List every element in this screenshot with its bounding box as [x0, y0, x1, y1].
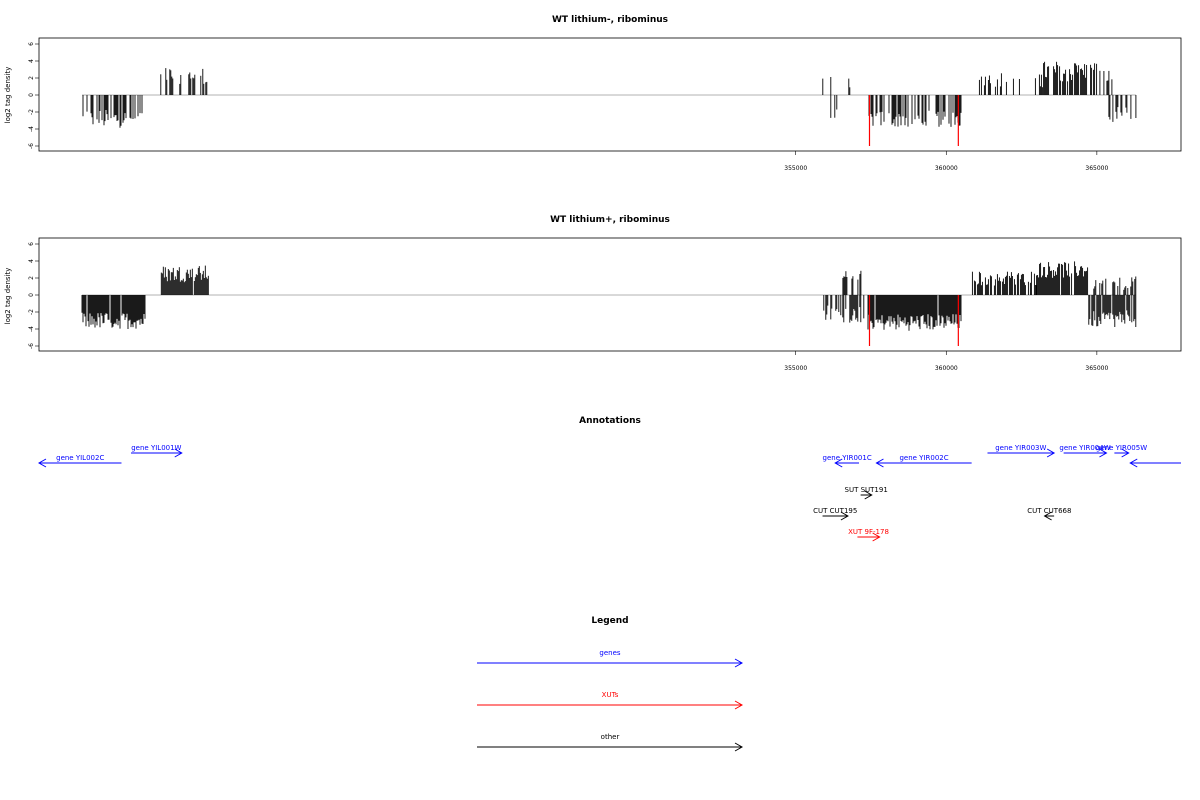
- x-axis: 355000 360000 365000: [784, 151, 1108, 172]
- feature-other: CUT CUT668: [1027, 507, 1071, 521]
- legend-item: genes: [477, 649, 744, 668]
- strand-arrowhead: [37, 458, 47, 468]
- strand-arrowhead: [834, 458, 843, 468]
- y-tick-label: 0: [28, 293, 35, 297]
- y-tick-label: 2: [28, 76, 35, 80]
- y-tick-label: 6: [28, 42, 35, 46]
- x-tick-label: 360000: [935, 365, 958, 372]
- legend-arrowhead: [734, 700, 744, 710]
- feature-label: gene YIR001C: [823, 454, 872, 462]
- plot-frame: [38, 237, 1182, 352]
- y-axis: 6 4 2 0 -2 -4 -6: [28, 242, 39, 349]
- strand-arrowhead: [875, 458, 884, 468]
- y-tick-label: -6: [28, 343, 35, 349]
- y-tick-label: 4: [28, 259, 35, 263]
- strand-arrowhead: [872, 532, 881, 542]
- y-tick-label: -6: [28, 143, 35, 149]
- strand-arrowhead: [840, 511, 849, 521]
- feature-gene: gene YIR004W: [1059, 444, 1111, 458]
- feature-other: CUT CUT195: [813, 507, 857, 521]
- y-tick-label: 6: [28, 242, 35, 246]
- feature-label: gene YIR003W: [995, 444, 1046, 452]
- y-tick-label: 0: [28, 93, 35, 97]
- feature-label: gene YIL002C: [56, 454, 104, 462]
- x-tick-label: 365000: [1085, 365, 1108, 372]
- strand-arrowhead: [1129, 458, 1138, 468]
- legend-item: XUTs: [477, 691, 744, 710]
- y-axis-label: log2 tag density: [4, 268, 12, 325]
- feature-gene: gene YIR003W: [987, 444, 1056, 458]
- y-tick-label: 4: [28, 59, 35, 63]
- x-tick-label: 360000: [935, 165, 958, 172]
- y-tick-label: -4: [28, 126, 35, 132]
- y-tick-label: -2: [28, 109, 35, 115]
- track-panel-lithium-minus: WT lithium-, ribominus log2 tag density …: [4, 15, 1182, 172]
- y-tick-label: 2: [28, 276, 35, 280]
- x-tick-label: 355000: [784, 165, 807, 172]
- legend-title: Legend: [591, 616, 628, 626]
- y-tick-label: -4: [28, 326, 35, 332]
- x-axis: 355000 360000 365000: [784, 351, 1108, 372]
- strand-arrowhead: [1046, 448, 1056, 458]
- y-tick-label: -2: [28, 309, 35, 315]
- track-title: WT lithium-, ribominus: [552, 15, 668, 25]
- feature-label: gene YIR002C: [899, 454, 948, 462]
- feature-gene: gene YIR002C: [875, 454, 972, 468]
- legend-item: other: [477, 733, 744, 752]
- feature-label: XUT 9F-178: [848, 528, 889, 536]
- legend-arrowhead: [734, 658, 744, 668]
- feature-gene: [1129, 458, 1181, 468]
- strand-arrowhead: [1099, 448, 1108, 458]
- feature-label: CUT CUT668: [1027, 507, 1071, 515]
- strand-arrowhead: [864, 490, 873, 500]
- legend-label: other: [601, 733, 620, 741]
- annotations-title: Annotations: [579, 416, 641, 426]
- density-bars: [81, 261, 1137, 346]
- x-tick-label: 355000: [784, 365, 807, 372]
- feature-gene: gene YIR005W: [1096, 444, 1147, 458]
- legend-arrowhead: [734, 742, 744, 752]
- feature-gene: gene YIR001C: [823, 454, 872, 468]
- density-bars: [82, 61, 1137, 146]
- legend-label: XUTs: [602, 691, 619, 699]
- feature-list: gene YIL002C gene YIL001W gene YIR001C gene…: [37, 444, 1181, 542]
- legend: Legend genes XUTs other: [477, 616, 744, 752]
- y-axis: 6 4 2 0 -2 -4 -6: [28, 42, 39, 149]
- feature-label: gene YIR005W: [1096, 444, 1147, 452]
- feature-gene: gene YIL002C: [37, 454, 122, 468]
- track-title: WT lithium+, ribominus: [550, 215, 670, 225]
- feature-label: gene YIR004W: [1059, 444, 1110, 452]
- feature-other: SUT SUT191: [845, 486, 888, 500]
- feature-xut: XUT 9F-178: [848, 528, 889, 542]
- strand-arrowhead: [1043, 511, 1052, 521]
- strand-arrowhead: [1121, 448, 1130, 458]
- feature-label: gene YIL001W: [131, 444, 181, 452]
- legend-items: genes XUTs other: [477, 649, 744, 752]
- track-panel-lithium-plus: WT lithium+, ribominus log2 tag density …: [4, 215, 1182, 372]
- feature-label: CUT CUT195: [813, 507, 857, 515]
- x-tick-label: 365000: [1085, 165, 1108, 172]
- feature-label: SUT SUT191: [845, 486, 888, 494]
- y-axis-label: log2 tag density: [4, 67, 12, 124]
- strand-arrowhead: [174, 448, 183, 458]
- feature-gene: gene YIL001W: [130, 444, 183, 458]
- plot-frame: [38, 37, 1182, 152]
- legend-label: genes: [599, 649, 620, 657]
